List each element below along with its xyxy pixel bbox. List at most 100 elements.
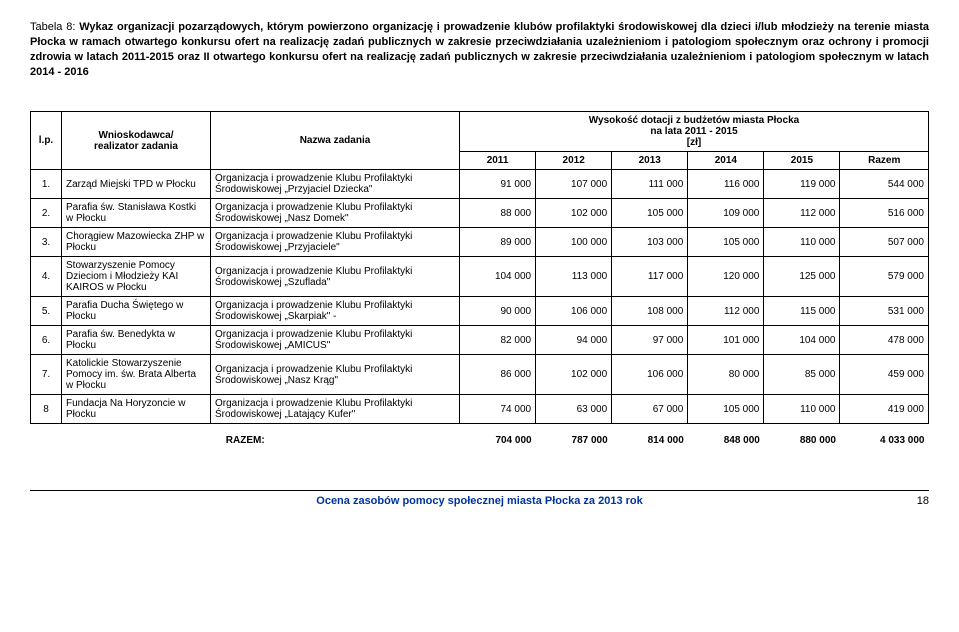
footer-title: Ocena zasobów pomocy społecznej miasta P… <box>316 495 642 507</box>
page-number: 18 <box>917 495 929 507</box>
cell-nazwa: Organizacja i prowadzenie Klubu Profilak… <box>211 395 460 424</box>
cell-lp: 2. <box>31 199 62 228</box>
cell-2011: 91 000 <box>460 170 536 199</box>
th-2015: 2015 <box>764 152 840 170</box>
cell-razem: 531 000 <box>840 297 929 326</box>
cell-2013: 105 000 <box>612 199 688 228</box>
cell-2014: 105 000 <box>688 228 764 257</box>
footer-rule <box>30 490 929 491</box>
cell-wnioskodawca: Parafia św. Benedykta w Płocku <box>62 326 211 355</box>
cell-razem: 478 000 <box>840 326 929 355</box>
cell-razem: 419 000 <box>840 395 929 424</box>
cell-2012: 100 000 <box>536 228 612 257</box>
cell-lp: 8 <box>31 395 62 424</box>
cell-2011: 82 000 <box>460 326 536 355</box>
cell-wnioskodawca: Fundacja Na Horyzoncie w Płocku <box>62 395 211 424</box>
totals-value: 814 000 <box>612 424 688 450</box>
cell-lp: 3. <box>31 228 62 257</box>
table-row: 8Fundacja Na Horyzoncie w PłockuOrganiza… <box>31 395 929 424</box>
cell-2015: 110 000 <box>764 395 840 424</box>
cell-nazwa: Organizacja i prowadzenie Klubu Profilak… <box>211 355 460 395</box>
cell-2014: 109 000 <box>688 199 764 228</box>
cell-nazwa: Organizacja i prowadzenie Klubu Profilak… <box>211 326 460 355</box>
cell-nazwa: Organizacja i prowadzenie Klubu Profilak… <box>211 297 460 326</box>
cell-wnioskodawca: Stowarzyszenie Pomocy Dzieciom i Młodzie… <box>62 257 211 297</box>
cell-2012: 106 000 <box>536 297 612 326</box>
th-2013: 2013 <box>612 152 688 170</box>
cell-2015: 125 000 <box>764 257 840 297</box>
cell-2013: 103 000 <box>612 228 688 257</box>
cell-2012: 94 000 <box>536 326 612 355</box>
cell-razem: 459 000 <box>840 355 929 395</box>
cell-wnioskodawca: Parafia Ducha Świętego w Płocku <box>62 297 211 326</box>
cell-nazwa: Organizacja i prowadzenie Klubu Profilak… <box>211 257 460 297</box>
cell-2015: 112 000 <box>764 199 840 228</box>
cell-2011: 74 000 <box>460 395 536 424</box>
cell-2014: 105 000 <box>688 395 764 424</box>
totals-value: 880 000 <box>764 424 840 450</box>
cell-wnioskodawca: Parafia św. Stanisława Kostki w Płocku <box>62 199 211 228</box>
cell-2015: 85 000 <box>764 355 840 395</box>
cell-wnioskodawca: Zarząd Miejski TPD w Płocku <box>62 170 211 199</box>
cell-nazwa: Organizacja i prowadzenie Klubu Profilak… <box>211 228 460 257</box>
cell-2015: 119 000 <box>764 170 840 199</box>
table-row: 5.Parafia Ducha Świętego w PłockuOrganiz… <box>31 297 929 326</box>
cell-nazwa: Organizacja i prowadzenie Klubu Profilak… <box>211 170 460 199</box>
totals-label: RAZEM: <box>31 424 460 450</box>
cell-2014: 120 000 <box>688 257 764 297</box>
th-wnioskodawca: Wnioskodawca/ realizator zadania <box>62 112 211 170</box>
cell-nazwa: Organizacja i prowadzenie Klubu Profilak… <box>211 199 460 228</box>
cell-2014: 112 000 <box>688 297 764 326</box>
cell-2014: 80 000 <box>688 355 764 395</box>
table-row: 6.Parafia św. Benedykta w PłockuOrganiza… <box>31 326 929 355</box>
cell-2012: 113 000 <box>536 257 612 297</box>
cell-2013: 108 000 <box>612 297 688 326</box>
totals-value: 787 000 <box>536 424 612 450</box>
cell-2011: 90 000 <box>460 297 536 326</box>
cell-razem: 507 000 <box>840 228 929 257</box>
cell-2012: 63 000 <box>536 395 612 424</box>
cell-wnioskodawca: Chorągiew Mazowiecka ZHP w Płocku <box>62 228 211 257</box>
table-row: 1.Zarząd Miejski TPD w PłockuOrganizacja… <box>31 170 929 199</box>
table-row: 2.Parafia św. Stanisława Kostki w Płocku… <box>31 199 929 228</box>
cell-lp: 6. <box>31 326 62 355</box>
table-row: 4.Stowarzyszenie Pomocy Dzieciom i Młodz… <box>31 257 929 297</box>
totals-value: 704 000 <box>460 424 536 450</box>
caption-bold: Wykaz organizacji pozarządowych, którym … <box>30 21 929 78</box>
cell-2012: 102 000 <box>536 199 612 228</box>
cell-razem: 516 000 <box>840 199 929 228</box>
cell-lp: 5. <box>31 297 62 326</box>
table-row: 3.Chorągiew Mazowiecka ZHP w PłockuOrgan… <box>31 228 929 257</box>
table-row: 7.Katolickie Stowarzyszenie Pomocy im. ś… <box>31 355 929 395</box>
data-table: l.p. Wnioskodawca/ realizator zadania Na… <box>30 111 929 450</box>
footer: Ocena zasobów pomocy społecznej miasta P… <box>30 495 929 507</box>
cell-2012: 102 000 <box>536 355 612 395</box>
totals-row: RAZEM:704 000787 000814 000848 000880 00… <box>31 424 929 450</box>
totals-value: 848 000 <box>688 424 764 450</box>
cell-2013: 67 000 <box>612 395 688 424</box>
cell-2013: 106 000 <box>612 355 688 395</box>
cell-2014: 101 000 <box>688 326 764 355</box>
cell-razem: 544 000 <box>840 170 929 199</box>
cell-2015: 115 000 <box>764 297 840 326</box>
cell-wnioskodawca: Katolickie Stowarzyszenie Pomocy im. św.… <box>62 355 211 395</box>
cell-2011: 104 000 <box>460 257 536 297</box>
cell-2011: 88 000 <box>460 199 536 228</box>
cell-lp: 1. <box>31 170 62 199</box>
th-nazwa: Nazwa zadania <box>211 112 460 170</box>
th-2012: 2012 <box>536 152 612 170</box>
th-2011: 2011 <box>460 152 536 170</box>
totals-value: 4 033 000 <box>840 424 929 450</box>
caption-label: Tabela 8: <box>30 21 79 33</box>
cell-2013: 117 000 <box>612 257 688 297</box>
cell-2013: 97 000 <box>612 326 688 355</box>
cell-lp: 7. <box>31 355 62 395</box>
cell-2014: 116 000 <box>688 170 764 199</box>
table-caption: Tabela 8: Wykaz organizacji pozarządowyc… <box>30 20 929 79</box>
th-lp: l.p. <box>31 112 62 170</box>
cell-2011: 86 000 <box>460 355 536 395</box>
th-razem: Razem <box>840 152 929 170</box>
cell-razem: 579 000 <box>840 257 929 297</box>
cell-2015: 110 000 <box>764 228 840 257</box>
cell-2013: 111 000 <box>612 170 688 199</box>
